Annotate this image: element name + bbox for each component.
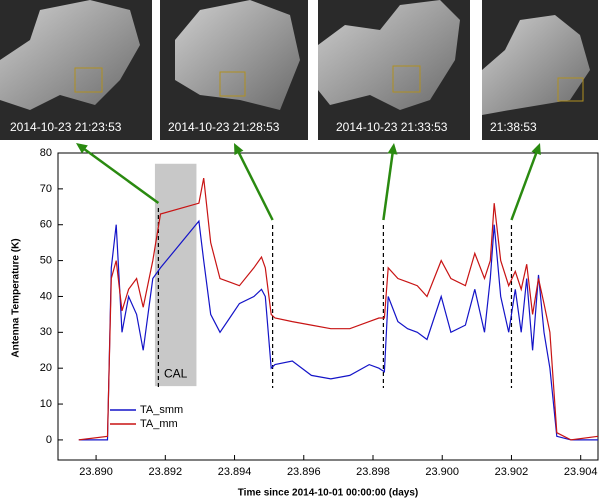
y-tick-label: 50 <box>40 254 52 266</box>
roi-box <box>219 71 246 97</box>
snapshot-2: 2014-10-23 21:28:53 <box>160 0 308 140</box>
legend-label: TA_smm <box>140 404 183 416</box>
arrow-head <box>387 143 398 155</box>
comet <box>175 0 300 110</box>
arrow-head <box>531 143 541 156</box>
snapshot-label: 2014-10-23 21:28:53 <box>168 120 280 134</box>
y-tick-label: 30 <box>40 326 52 338</box>
arrow-head <box>76 143 88 154</box>
y-axis-label: Antenna Temperature (K) <box>11 238 22 357</box>
comet <box>482 15 590 115</box>
roi-box <box>392 65 421 93</box>
arrow <box>81 146 160 205</box>
snapshot-3: 2014-10-23 21:33:53 <box>318 0 470 140</box>
snapshot-label: 2014-10-23 21:33:53 <box>336 120 448 134</box>
x-tick-label: 23.900 <box>425 466 459 478</box>
arrow-head <box>234 143 244 156</box>
y-tick-label: 20 <box>40 362 52 374</box>
arrow <box>382 150 395 221</box>
series-line <box>78 219 598 441</box>
roi-box <box>74 67 103 93</box>
plot-frame <box>57 152 599 461</box>
arrow <box>236 149 274 221</box>
cal-label: CAL <box>164 366 188 380</box>
snapshot-1: 2014-10-23 21:23:53 <box>0 0 152 140</box>
snapshot-label: 2014-10-23 21:23:53 <box>10 120 122 134</box>
arrow <box>510 150 539 221</box>
snapshot-label: 21:38:53 <box>490 120 537 134</box>
y-tick-label: 70 <box>40 183 52 195</box>
comet <box>318 0 460 110</box>
x-tick-label: 23.898 <box>356 466 390 478</box>
x-tick-label: 23.902 <box>495 466 529 478</box>
cal-band <box>154 163 197 387</box>
comet <box>0 0 140 110</box>
x-tick-label: 23.904 <box>564 466 598 478</box>
snapshot-4: 21:38:53 <box>482 0 598 140</box>
x-tick-label: 23.892 <box>148 466 182 478</box>
y-tick-label: 60 <box>40 219 52 231</box>
y-tick-label: 40 <box>40 290 52 302</box>
y-tick-label: 0 <box>46 434 52 446</box>
legend-label: TA_mm <box>140 418 178 430</box>
y-tick-label: 10 <box>40 398 52 410</box>
y-tick-label: 80 <box>40 147 52 159</box>
x-tick-label: 23.890 <box>79 466 113 478</box>
roi-box <box>557 77 584 102</box>
x-tick-label: 23.896 <box>287 466 321 478</box>
x-axis-label: Time since 2014-10-01 00:00:00 (days) <box>238 488 418 499</box>
series-line <box>78 177 599 441</box>
x-tick-label: 23.894 <box>218 466 252 478</box>
